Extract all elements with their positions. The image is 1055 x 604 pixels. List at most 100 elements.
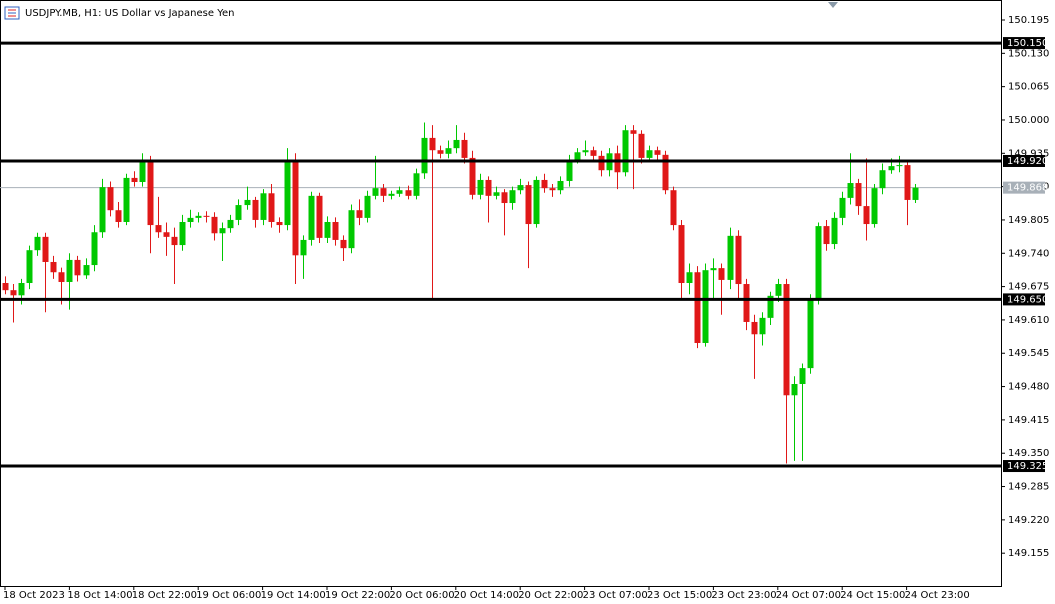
x-tick-label: 19 Oct 22:00 (325, 590, 390, 601)
candle-body (244, 199, 251, 206)
current-price-box (1003, 181, 1045, 194)
candle-body (888, 166, 895, 171)
candle-body (284, 159, 291, 226)
candle-body (509, 190, 516, 204)
candle-body (912, 187, 919, 200)
candle-body (670, 190, 677, 226)
candle-body (139, 159, 146, 183)
candle-body (91, 232, 98, 266)
candle-body (590, 150, 597, 156)
candle-body (654, 150, 661, 155)
candle-body (799, 368, 806, 385)
candle-body (453, 139, 460, 149)
x-tick-label: 19 Oct 14:00 (261, 590, 326, 601)
level-label: 149.325 (1007, 461, 1048, 472)
level-label-box (1003, 154, 1045, 167)
candle-body (171, 236, 178, 246)
candle-body (26, 250, 33, 284)
candle-body (268, 193, 275, 222)
candle-body (372, 188, 379, 196)
x-tick-label: 24 Oct 07:00 (776, 590, 841, 601)
candle-body (413, 173, 420, 196)
y-tick-label: 149.415 (1008, 415, 1049, 426)
plot-frame (0, 0, 1002, 587)
level-label: 149.650 (1007, 294, 1048, 305)
candle-body (388, 193, 395, 196)
candle-body (783, 284, 790, 396)
candle-body (364, 195, 371, 218)
candle-body (614, 153, 621, 173)
candle-body (187, 217, 194, 222)
candle-body (115, 210, 122, 222)
x-tick-label: 18 Oct 22:00 (132, 590, 197, 601)
symbol-icon (4, 6, 20, 20)
candle-body (469, 157, 476, 195)
candle-body (356, 210, 363, 218)
candle-body (18, 283, 25, 296)
candle-body (396, 190, 403, 194)
candle-body (566, 159, 573, 181)
candle-body (179, 221, 186, 246)
candle-body (694, 272, 701, 343)
candle-body (823, 226, 830, 245)
candle-body (421, 137, 428, 174)
candle-body (549, 188, 556, 191)
candle-body (686, 272, 693, 284)
candle-body (710, 268, 717, 271)
candle-body (485, 179, 492, 196)
candle-body (863, 206, 870, 225)
candle-body (630, 130, 637, 134)
candle-body (83, 265, 90, 276)
candle-body (429, 137, 436, 151)
candle-body (791, 384, 798, 396)
candle-body (227, 219, 234, 229)
x-tick-label: 20 Oct 14:00 (454, 590, 519, 601)
candle-body (896, 165, 903, 167)
x-tick-label: 20 Oct 22:00 (518, 590, 583, 601)
candle-body (324, 221, 331, 238)
candle-body (66, 259, 73, 282)
candle-body (727, 235, 734, 280)
level-label-box (1003, 460, 1045, 473)
candle-body (541, 179, 548, 189)
level-label-box (1003, 37, 1045, 50)
scroll-marker (828, 2, 838, 8)
level-label: 150.150 (1007, 38, 1048, 49)
y-tick-label: 149.220 (1008, 515, 1049, 526)
candle-body (879, 170, 886, 189)
candle-body (767, 295, 774, 318)
candle-body (332, 221, 339, 240)
y-tick-label: 149.610 (1008, 315, 1049, 326)
candle-body (445, 148, 452, 154)
y-tick-label: 149.155 (1008, 548, 1049, 559)
candle-body (815, 226, 822, 300)
candle-body (219, 228, 226, 234)
candle-body (517, 185, 524, 191)
candle-body (743, 284, 750, 322)
candle-body (493, 192, 500, 196)
candle-body (211, 216, 218, 234)
candle-body (638, 133, 645, 158)
candle-body (107, 187, 114, 211)
candle-body (775, 284, 782, 296)
candle-body (123, 177, 130, 222)
candle-body (300, 239, 307, 256)
candle-body (461, 139, 468, 158)
current-price-label: 149.868 (1007, 183, 1048, 194)
candle-body (58, 272, 65, 282)
candle-body (131, 177, 138, 183)
candle-body (678, 225, 685, 284)
candle-body (574, 152, 581, 160)
x-tick-label: 18 Oct 14:00 (67, 590, 132, 601)
candle-body (276, 221, 283, 226)
candle-body (50, 261, 57, 273)
candle-body (702, 270, 709, 343)
candle-body (2, 283, 9, 291)
chart-title: USDJPY.MB, H1: US Dollar vs Japanese Yen (25, 8, 234, 19)
candle-body (501, 192, 508, 204)
y-tick-label: 149.545 (1008, 348, 1049, 359)
candle-body (831, 217, 838, 245)
candle-body (751, 321, 758, 335)
candle-body (622, 130, 629, 173)
